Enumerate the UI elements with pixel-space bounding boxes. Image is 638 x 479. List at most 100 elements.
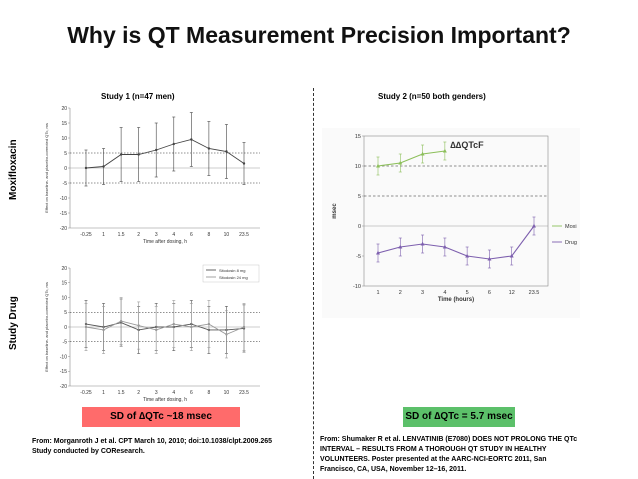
series-line (377, 225, 535, 260)
data-point (532, 223, 536, 228)
x-tick-label: 8 (207, 390, 210, 396)
data-point (207, 322, 211, 326)
data-point (242, 162, 246, 165)
data-point (442, 148, 447, 153)
data-point (190, 325, 193, 329)
data-point (207, 147, 211, 150)
series-line (85, 322, 245, 331)
x-tick-label: 3 (155, 390, 158, 396)
badge-sd-study2: SD of ∆QTc = 5.7 msec (403, 407, 515, 427)
data-point (172, 322, 175, 326)
y-tick-label: -20 (60, 384, 67, 390)
x-axis-label: Time after dosing, h (143, 239, 187, 245)
x-tick-label: 4 (443, 290, 446, 296)
series-line (85, 320, 245, 335)
x-tick-label: 3 (421, 290, 424, 296)
study1-label: Study 1 (n=47 men) (101, 92, 175, 101)
y-tick-label: 10 (61, 136, 67, 142)
chart-study1-moxifloxacin: -20 -15 -10 -5 0 5 10 15 20 -0.25 1 1.5 2 3 4 6 8 10 23.5 T… (44, 106, 260, 245)
data-point (190, 138, 193, 141)
y-tick-label: -10 (60, 196, 67, 202)
data-point (84, 166, 88, 170)
citation-line: Study conducted by COResearch. (32, 448, 145, 455)
citation-line: Francisco, CA, USA, November 12–16, 2011… (320, 466, 467, 473)
row-label-study-drug: Study Drug (8, 296, 19, 350)
data-point (487, 256, 492, 261)
slide-title: Why is QT Measurement Precision Importan… (67, 22, 571, 48)
x-axis-label: Time (hours) (438, 297, 474, 303)
citation-line: VOLUNTEERS. Poster presented at the AARC… (320, 456, 547, 463)
data-point (398, 160, 403, 165)
y-tick-label: 15 (61, 121, 67, 127)
data-point (102, 165, 105, 168)
y-axis-label: msec (332, 203, 338, 219)
x-tick-label: 1.5 (118, 232, 125, 238)
citation-line: INTERVAL – RESULTS FROM A THOROUGH QT ST… (320, 446, 547, 453)
citation-line: From: Morganroth J et al. CPT March 10, … (32, 438, 273, 445)
x-tick-label: 1 (102, 390, 105, 396)
x-tick-label: 2 (137, 232, 140, 238)
x-tick-label: 6 (190, 232, 193, 238)
y-tick-label: 0 (64, 325, 67, 331)
x-tick-label: -0.25 (80, 390, 92, 396)
y-tick-label: 20 (61, 266, 67, 272)
y-tick-label: -10 (353, 284, 361, 290)
y-tick-label: 15 (61, 281, 67, 287)
y-tick-label: -20 (60, 226, 67, 232)
x-axis-label: Time after dosing, h (143, 397, 187, 403)
row-label-moxifloxacin: Moxifloxacin (8, 139, 19, 200)
badge-sd-study1: SD of ∆QTc ~18 msec (82, 407, 240, 427)
data-point (420, 151, 425, 156)
y-tick-label: -15 (60, 211, 67, 217)
data-point (84, 325, 88, 329)
data-point (242, 325, 246, 329)
legend-label: Sitodosin 24 mg (219, 275, 248, 280)
y-tick-label: 10 (61, 295, 67, 301)
y-tick-label: 5 (358, 194, 361, 200)
x-tick-label: 23.5 (239, 232, 249, 238)
y-tick-label: 0 (358, 224, 361, 230)
data-point (155, 148, 158, 152)
data-point (376, 250, 380, 255)
y-tick-label: 15 (355, 134, 361, 140)
x-tick-label: 1 (102, 232, 105, 238)
data-point (119, 153, 123, 156)
x-tick-label: 3 (155, 232, 158, 238)
legend-label: Moxi (565, 224, 577, 230)
data-point (442, 244, 447, 249)
citation-study2: From: Shumaker R et al. LENVATINIB (E708… (320, 435, 635, 475)
y-tick-label: -5 (63, 181, 68, 187)
legend-label: Sitodosin 8 mg (219, 268, 245, 273)
data-point (155, 328, 158, 332)
chart-study1-study-drug: -20 -15 -10 -5 0 5 10 15 20 -0.25 1 1.5 2 3 4 6 8 10 23.5 T… (44, 264, 260, 403)
study2-label: Study 2 (n=50 both genders) (378, 92, 486, 101)
x-tick-label: 2 (137, 390, 140, 396)
y-tick-label: 5 (64, 310, 67, 316)
data-point (420, 241, 425, 246)
y-tick-label: -15 (60, 369, 67, 375)
data-point (225, 333, 228, 336)
data-point (137, 153, 140, 156)
data-point (509, 253, 514, 258)
x-tick-label: 6 (190, 390, 193, 396)
x-tick-label: 6 (488, 290, 491, 296)
y-tick-label: -5 (356, 254, 361, 260)
x-tick-label: -0.25 (80, 232, 92, 238)
data-point (465, 253, 470, 258)
x-tick-label: 2 (399, 290, 402, 296)
legend-label: Drug (565, 240, 577, 246)
x-tick-label: 1 (376, 290, 379, 296)
x-tick-label: 23.5 (239, 390, 249, 396)
series-line (85, 139, 245, 169)
x-tick-label: 8 (207, 232, 210, 238)
y-tick-label: -10 (60, 354, 67, 360)
x-tick-label: 4 (172, 232, 175, 238)
data-point (172, 142, 175, 146)
x-tick-label: 10 (224, 390, 230, 396)
data-point (225, 150, 228, 153)
data-point (398, 244, 403, 249)
y-tick-label: 20 (61, 106, 67, 112)
y-axis-label: Effect on baseline- and placebo-correcte… (44, 282, 49, 372)
y-axis-label: Effect on baseline- and placebo-correcte… (44, 123, 49, 213)
